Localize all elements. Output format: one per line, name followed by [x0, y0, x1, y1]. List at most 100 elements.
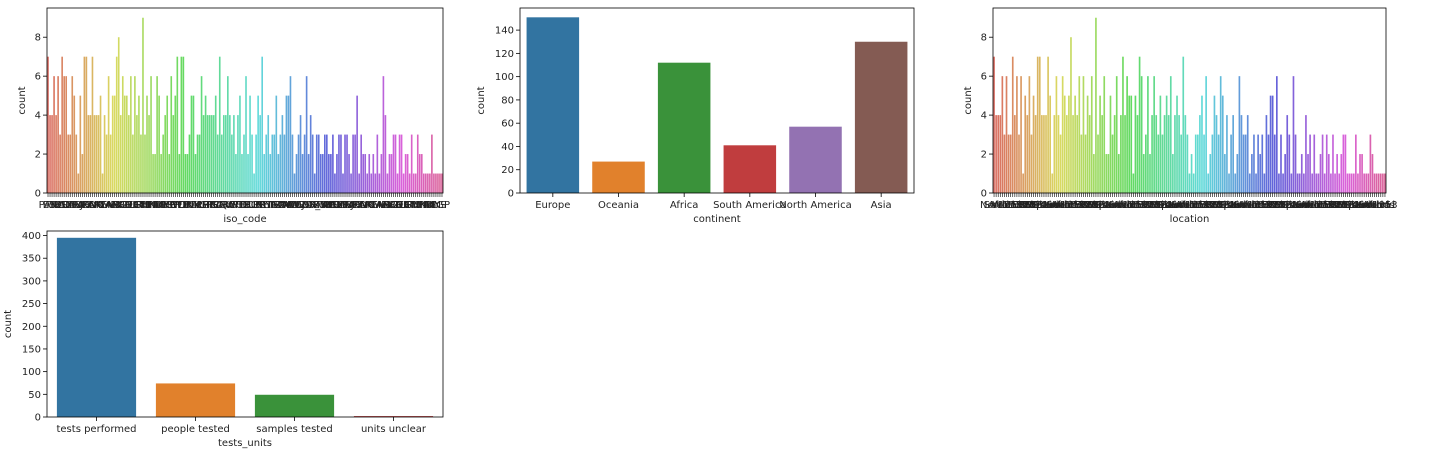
bar-76 — [1151, 115, 1153, 193]
bar-7 — [1007, 134, 1010, 193]
bar-74 — [1147, 76, 1149, 193]
x-tick-label: FIN — [177, 200, 193, 211]
x-tick-label: Netherlands — [1147, 200, 1208, 211]
x-tick-label: UGA — [263, 200, 285, 211]
x-tick-label: 1977 — [1314, 200, 1339, 211]
x-tick-label: FRA — [317, 200, 336, 211]
bar-118 — [1238, 76, 1241, 193]
x-tick-label: BRA — [74, 200, 94, 211]
bar-166 — [382, 76, 385, 193]
bar-59 — [166, 95, 169, 193]
bar-172 — [1350, 173, 1353, 193]
bar-36 — [119, 115, 122, 193]
bar-81 — [1161, 134, 1164, 193]
bar-167 — [384, 115, 387, 193]
bar-151 — [352, 134, 354, 193]
x-tick-label: Africa — [1300, 200, 1329, 211]
x-tick-label: Pakistan — [1206, 200, 1248, 211]
bar-47 — [142, 17, 144, 193]
bar-5 — [57, 76, 59, 193]
x-tick-label: Pakistan — [1268, 200, 1310, 211]
bar-116 — [281, 115, 284, 193]
x-tick-label: 1989 — [1193, 200, 1218, 211]
bar-164 — [1334, 173, 1336, 193]
x-tick-label: ZAF — [87, 200, 107, 211]
x-tick-label: ZWE — [279, 200, 302, 211]
bar-191 — [433, 173, 435, 193]
x-tick-label: CAN — [98, 200, 119, 211]
y-tick-label: 20 — [501, 165, 514, 176]
x-tick-label: PHL — [148, 200, 168, 211]
bar-0 — [47, 56, 49, 194]
bar-149 — [1303, 173, 1305, 193]
bar-28 — [1051, 173, 1054, 193]
bar-units-unclear — [353, 416, 434, 417]
bar-114 — [277, 154, 280, 193]
bar-80 — [1159, 95, 1162, 193]
x-tick-label: North — [1292, 200, 1320, 211]
bar-126 — [1255, 173, 1257, 193]
bar-124 — [297, 134, 300, 193]
x-tick-label: BEL — [184, 200, 203, 211]
bar-23 — [93, 115, 96, 193]
bar-55 — [1107, 154, 1110, 193]
x-tick-label: 2021 — [1272, 200, 1297, 211]
bar-96 — [241, 154, 243, 193]
bar-142 — [334, 173, 336, 193]
bar-93 — [1186, 134, 1189, 193]
y-tick-label: 50 — [28, 390, 41, 401]
x-tick-label: South — [1171, 200, 1200, 211]
bar-81 — [210, 115, 213, 193]
bar-178 — [1363, 173, 1365, 193]
bar-samples-tested — [254, 394, 335, 417]
bar-16 — [79, 95, 82, 193]
bar-104 — [257, 95, 259, 193]
x-tick-label: SWE — [166, 200, 189, 211]
bar-30 — [1055, 76, 1058, 193]
bar-122 — [293, 173, 296, 193]
bar-78 — [204, 95, 207, 193]
bar-31 — [1057, 115, 1060, 193]
bar-165 — [380, 154, 383, 193]
x-axis-label: iso_code — [223, 214, 266, 225]
bar-194 — [439, 173, 441, 193]
bar-97 — [1194, 134, 1197, 193]
x-tick-label: Netherlands — [1271, 200, 1332, 211]
bar-178 — [406, 154, 409, 193]
bar-22 — [91, 56, 94, 194]
bar-25 — [1045, 115, 1047, 193]
bar-182 — [1371, 154, 1374, 193]
plot-frame — [46, 7, 444, 194]
bar-102 — [253, 173, 255, 193]
x-tick-label: ARG — [106, 200, 128, 211]
x-tick-label: North America — [779, 200, 851, 211]
bar-165 — [1336, 154, 1338, 193]
bar-53 — [154, 154, 156, 193]
x-tick-label: 1989 — [1006, 200, 1031, 211]
bar-103 — [1207, 173, 1210, 193]
bar-57 — [162, 134, 164, 193]
x-tick-label: 1977 — [1064, 200, 1089, 211]
bar-117 — [283, 134, 286, 193]
x-tick-label: JPN — [350, 200, 367, 211]
bar-157 — [364, 154, 367, 193]
y-tick-label: 250 — [22, 299, 41, 310]
x-tick-label: 2021 — [1085, 200, 1110, 211]
bar-97 — [243, 134, 245, 193]
bar-43 — [1082, 76, 1085, 193]
bar-22 — [1038, 56, 1041, 194]
bar-152 — [354, 134, 356, 193]
bar-20 — [1034, 115, 1037, 193]
x-tick-label: 1953 — [1060, 200, 1085, 211]
x-tick-label: OWID_WRL — [287, 200, 343, 211]
x-tick-label: VNM — [142, 200, 165, 211]
x-tick-label: Europe — [535, 200, 570, 211]
bar-162 — [374, 173, 377, 193]
bar-99 — [247, 154, 249, 193]
bar-57 — [1111, 134, 1114, 193]
x-tick-label: South — [984, 200, 1013, 211]
bar-87 — [1174, 115, 1176, 193]
bar-30 — [107, 76, 110, 193]
x-tick-label: TUR — [122, 200, 143, 211]
bar-133 — [1269, 95, 1272, 193]
